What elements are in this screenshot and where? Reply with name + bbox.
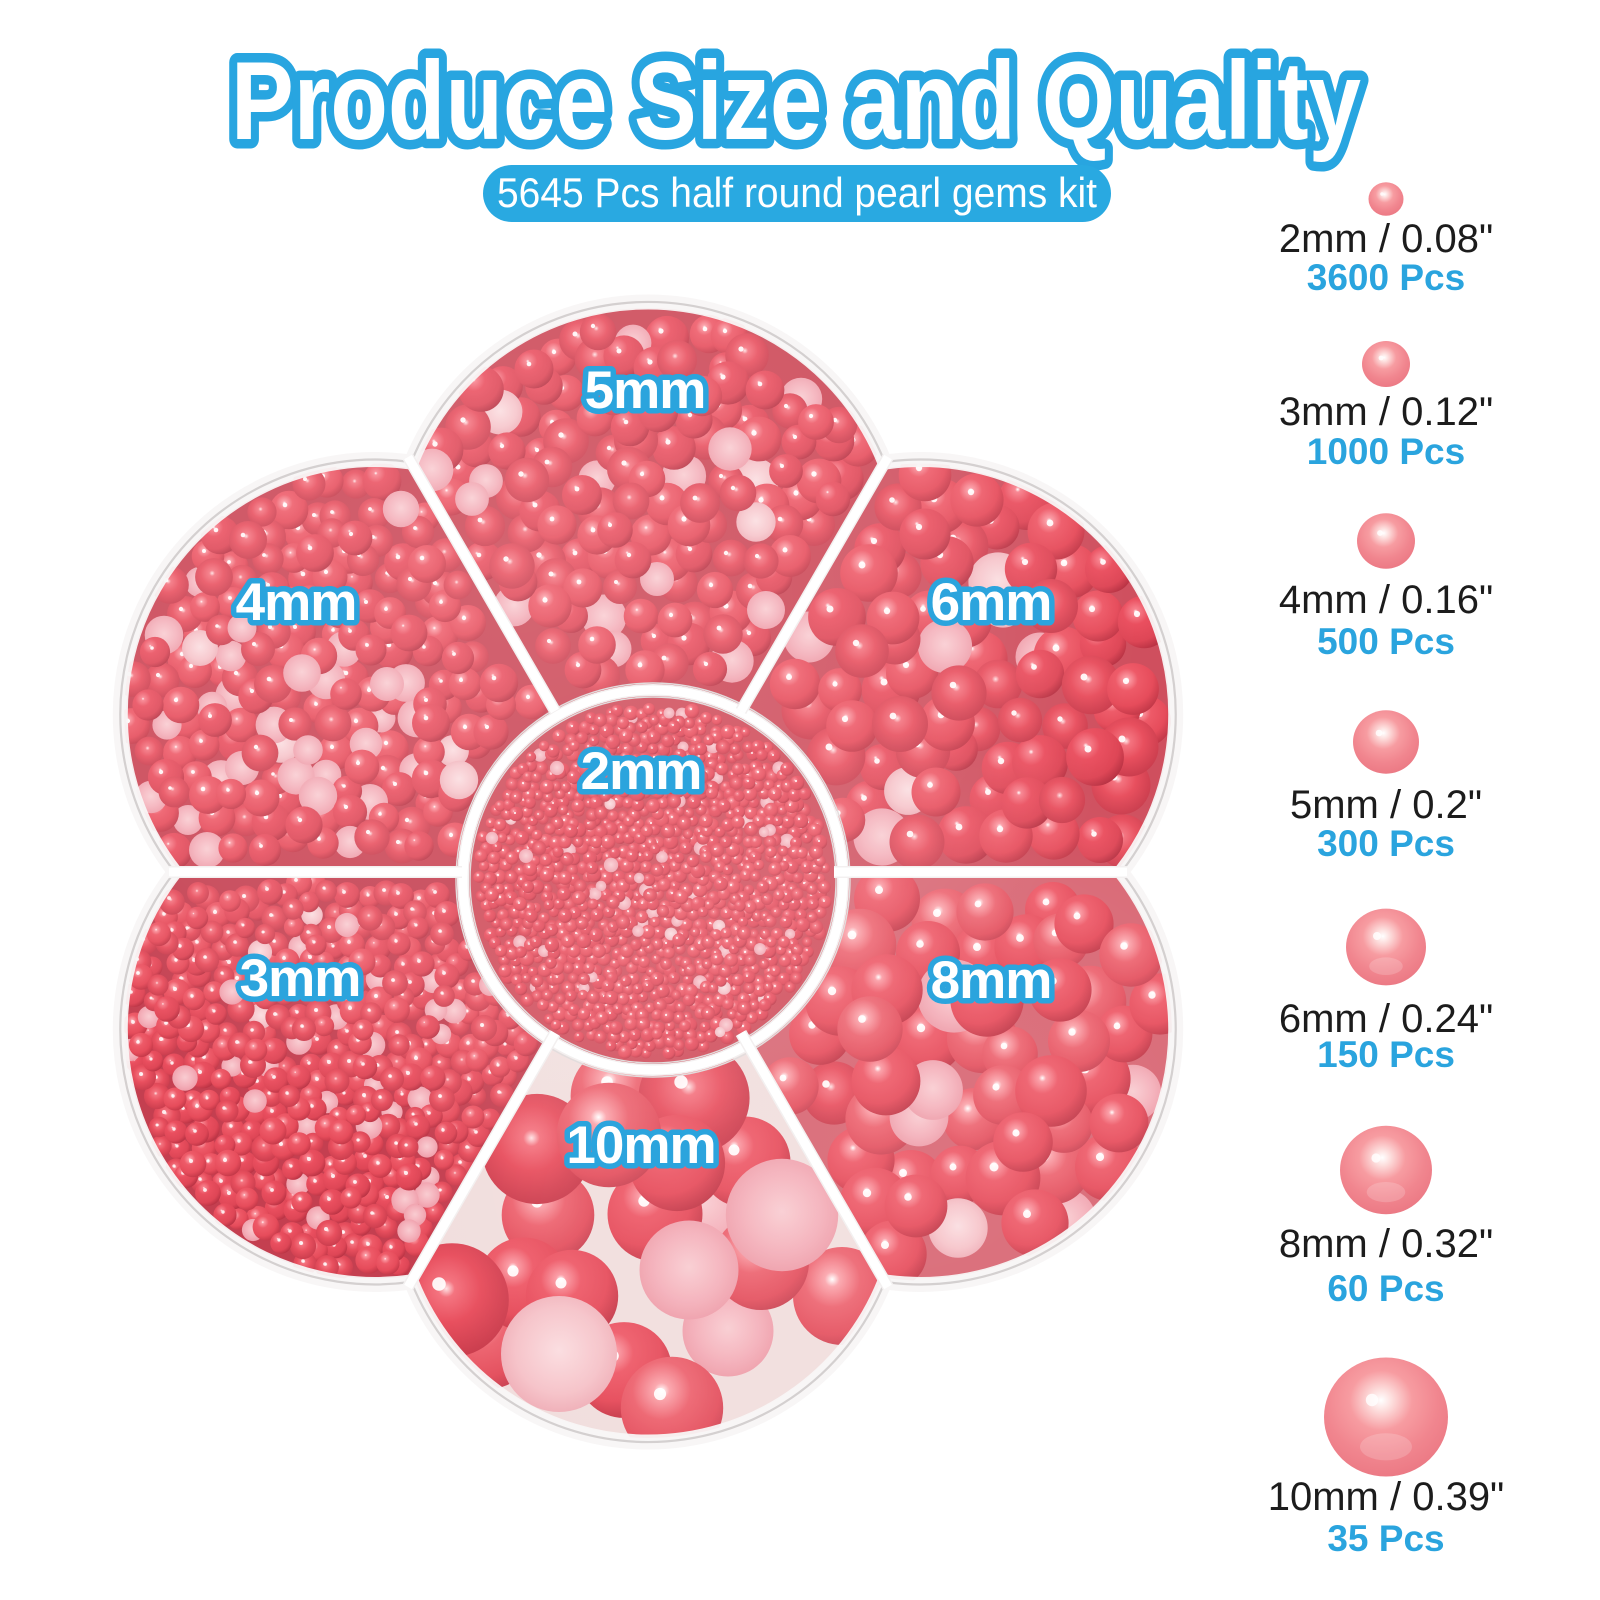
svg-text:6mm: 6mm	[931, 573, 1052, 632]
svg-text:4mm / 0.16": 4mm / 0.16"	[1279, 578, 1493, 622]
svg-text:8mm: 8mm	[931, 951, 1052, 1010]
svg-text:3mm / 0.12": 3mm / 0.12"	[1279, 390, 1493, 434]
svg-text:2mm / 0.08": 2mm / 0.08"	[1279, 217, 1493, 261]
svg-text:10mm / 0.39": 10mm / 0.39"	[1268, 1475, 1505, 1519]
svg-text:10mm: 10mm	[566, 1116, 715, 1175]
svg-text:35 Pcs: 35 Pcs	[1327, 1518, 1444, 1559]
svg-text:5645 Pcs half round pearl gems: 5645 Pcs half round pearl gems kit	[497, 169, 1097, 216]
svg-text:300 Pcs: 300 Pcs	[1317, 823, 1455, 864]
svg-text:4mm: 4mm	[236, 573, 357, 632]
svg-text:60 Pcs: 60 Pcs	[1327, 1268, 1444, 1309]
svg-text:3600 Pcs: 3600 Pcs	[1307, 257, 1465, 298]
svg-text:1000 Pcs: 1000 Pcs	[1307, 431, 1465, 472]
svg-text:Produce Size and Quality: Produce Size and Quality	[231, 39, 1361, 163]
svg-text:150 Pcs: 150 Pcs	[1317, 1034, 1455, 1075]
svg-text:6mm / 0.24": 6mm / 0.24"	[1279, 997, 1493, 1041]
svg-text:8mm / 0.32": 8mm / 0.32"	[1279, 1222, 1493, 1266]
svg-text:5mm / 0.2": 5mm / 0.2"	[1290, 783, 1482, 827]
svg-text:5mm: 5mm	[585, 361, 706, 420]
svg-text:500 Pcs: 500 Pcs	[1317, 621, 1455, 662]
svg-text:2mm: 2mm	[581, 742, 702, 801]
svg-text:3mm: 3mm	[240, 949, 361, 1008]
